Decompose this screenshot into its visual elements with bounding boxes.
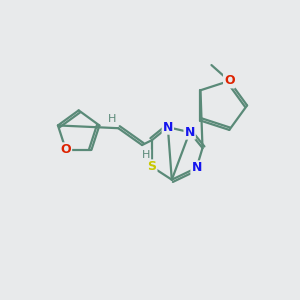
Text: H: H: [142, 150, 150, 160]
Text: O: O: [224, 74, 235, 87]
Text: S: S: [148, 160, 157, 173]
Text: O: O: [61, 143, 71, 156]
Text: N: N: [184, 126, 195, 139]
Text: N: N: [191, 161, 202, 174]
Text: N: N: [163, 121, 173, 134]
Text: H: H: [108, 114, 116, 124]
